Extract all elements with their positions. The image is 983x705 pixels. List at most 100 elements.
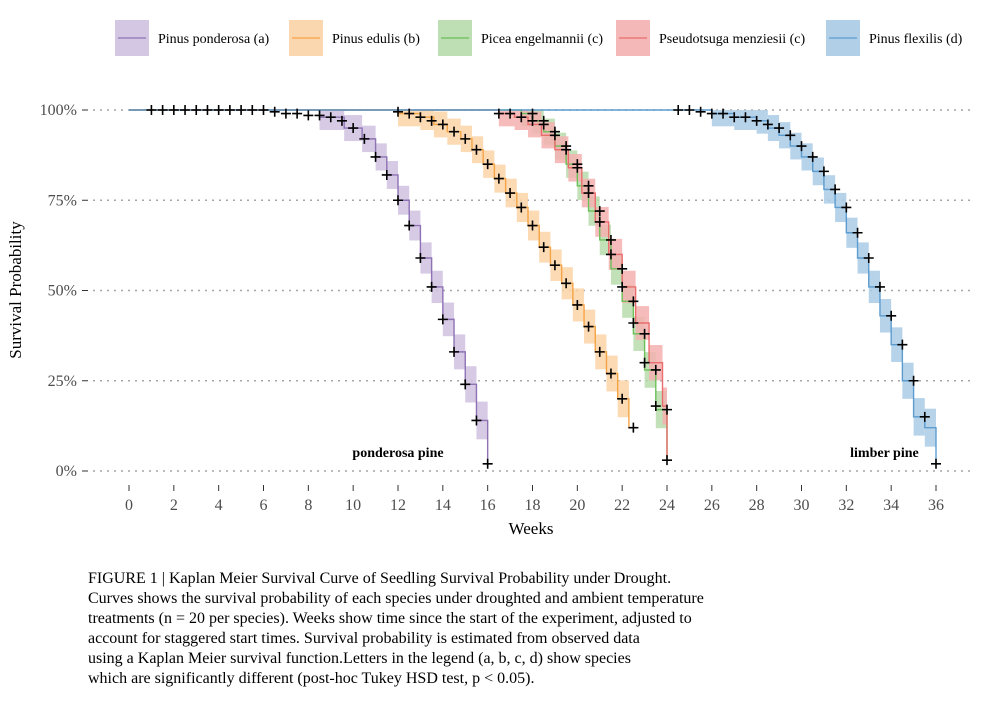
censor-mark (785, 130, 796, 141)
censor-mark (437, 314, 448, 325)
x-tick-label: 34 (883, 497, 899, 514)
censor-mark (146, 105, 157, 115)
censor-mark (549, 260, 560, 271)
censor-mark (516, 112, 527, 123)
x-tick-label: 2 (170, 497, 178, 514)
censor-mark (650, 401, 661, 412)
censor-mark (718, 108, 729, 119)
y-tick-label: 0% (56, 463, 77, 480)
censor-mark (471, 415, 482, 426)
censor-mark (292, 108, 303, 119)
censor-mark (594, 346, 605, 357)
x-tick-label: 6 (260, 497, 268, 514)
censor-mark (740, 112, 751, 123)
x-tick-label: 4 (215, 497, 223, 514)
censor-mark (404, 108, 415, 119)
censor-mark (628, 317, 639, 328)
censor-mark (605, 249, 616, 260)
legend-label: Pinus ponderosa (a) (158, 32, 270, 47)
x-tick-label: 14 (435, 497, 451, 514)
x-tick-label: 20 (569, 497, 585, 514)
censor-mark (303, 110, 314, 121)
censor-mark (336, 115, 347, 126)
censor-mark (460, 133, 471, 144)
censor-mark (706, 108, 717, 119)
x-tick-label: 28 (749, 497, 765, 514)
y-tick-label: 25% (48, 373, 77, 390)
y-tick-label: 50% (48, 283, 77, 300)
censor-mark (527, 115, 538, 126)
censor-mark (493, 173, 504, 184)
censor-mark (168, 105, 179, 115)
censor-mark (673, 105, 684, 115)
censor-mark (897, 339, 908, 350)
legend: Pinus ponderosa (a) Pinus edulis (b) Picea… (115, 20, 963, 56)
censor-mark (572, 162, 583, 173)
censor-mark (426, 115, 437, 126)
censor-mark (393, 195, 403, 206)
censor-mark (180, 105, 191, 115)
censor-mark (583, 188, 594, 199)
censor-mark (572, 299, 583, 310)
censor-mark (549, 130, 560, 141)
censor-marks (146, 105, 941, 469)
x-tick-label: 8 (304, 497, 312, 514)
censor-mark (931, 458, 941, 469)
confidence-bands (319, 110, 936, 447)
censor-mark (561, 144, 572, 155)
censor-mark (449, 126, 460, 137)
x-tick-label: 10 (345, 497, 361, 514)
x-tick-label: 24 (659, 497, 675, 514)
censor-mark (594, 216, 605, 227)
censor-mark (830, 184, 841, 195)
censor-mark (516, 202, 527, 213)
censor-mark (852, 227, 863, 238)
caption-line: account for staggered start times. Survi… (88, 630, 640, 647)
censor-mark (605, 234, 616, 245)
censor-mark (224, 105, 235, 115)
censor-mark (886, 310, 897, 321)
censor-mark (370, 151, 381, 162)
censor-mark (482, 159, 493, 170)
confidence-band-step (498, 110, 515, 127)
caption-line: treatments (n = 20 per species). Weeks s… (88, 610, 692, 627)
censor-mark (796, 141, 807, 152)
annotations: ponderosa pine limber pine (352, 446, 918, 461)
censor-mark (729, 112, 740, 123)
censor-mark (841, 202, 852, 213)
y-axis: 0% 25% 50% 75% 100% (40, 102, 88, 480)
censor-mark (628, 422, 639, 433)
censor-mark (617, 263, 628, 274)
y-tick-label: 100% (40, 102, 77, 119)
censor-mark (505, 108, 516, 119)
censor-mark (684, 105, 695, 115)
censor-mark (381, 169, 392, 180)
censor-mark (751, 115, 762, 126)
censor-mark (359, 133, 370, 144)
x-tick-label: 32 (838, 497, 854, 514)
censor-mark (449, 346, 460, 357)
censor-mark (662, 404, 672, 415)
censor-mark (426, 281, 437, 292)
censor-mark (538, 119, 549, 130)
censor-mark (493, 108, 504, 119)
x-tick-label: 0 (125, 497, 133, 514)
censor-mark (191, 105, 202, 115)
censor-mark (639, 328, 650, 339)
y-axis-title: Survival Probability (6, 221, 25, 359)
censor-mark (314, 110, 325, 121)
censor-mark (695, 106, 706, 117)
censor-mark (157, 105, 168, 115)
confidence-band-step (756, 110, 768, 134)
censor-mark (213, 105, 224, 115)
censor-mark (404, 220, 415, 231)
censor-mark (325, 112, 336, 123)
censor-mark (415, 112, 426, 123)
censor-mark (538, 242, 549, 253)
censor-mark (594, 206, 605, 217)
censor-mark (863, 253, 874, 264)
caption-line: which are significantly different (post-… (88, 670, 535, 687)
censor-mark (818, 166, 829, 177)
censor-mark (650, 364, 661, 375)
x-tick-label: 30 (794, 497, 810, 514)
